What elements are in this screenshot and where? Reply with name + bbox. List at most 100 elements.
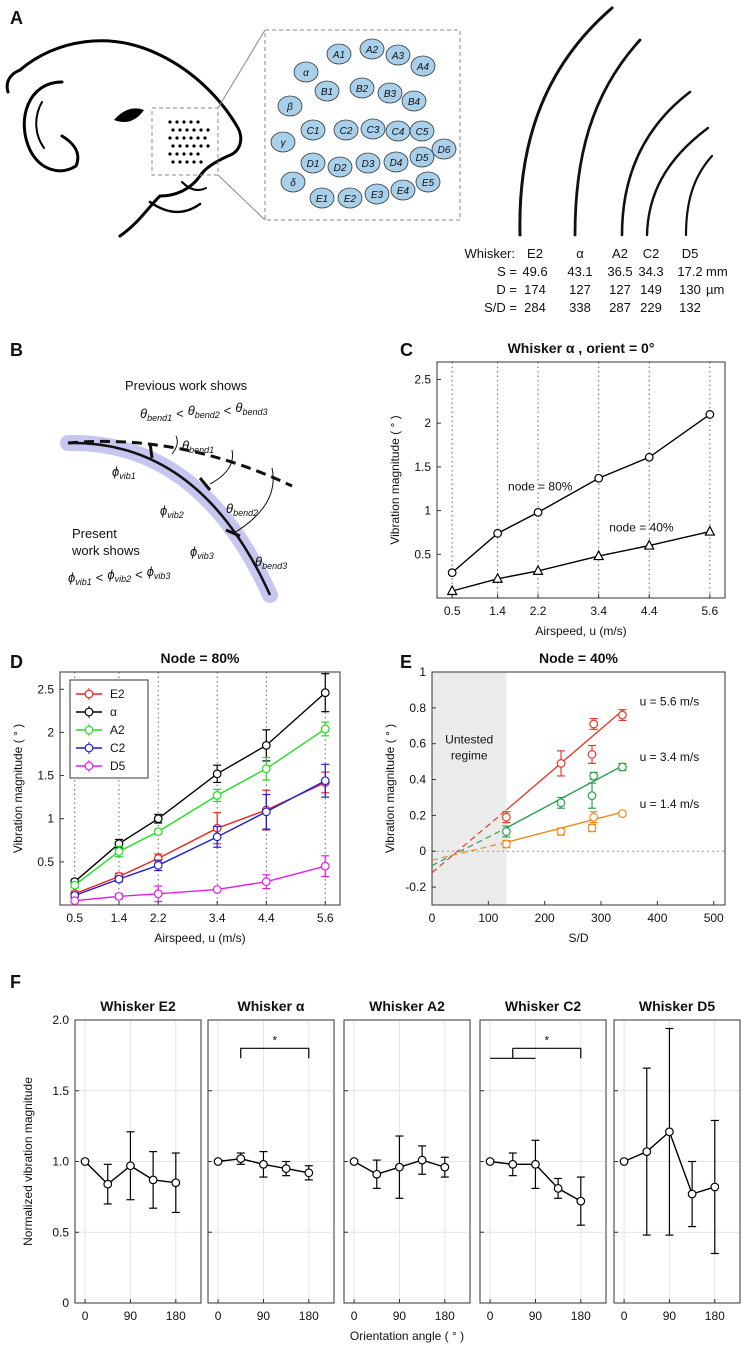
marker	[320, 776, 330, 786]
x-tick-label: 180	[299, 1309, 319, 1323]
head-outline	[18, 39, 243, 238]
table-cell: 229	[640, 300, 662, 315]
angle-arc	[171, 435, 178, 455]
cell-oval	[300, 119, 326, 141]
cell-oval	[364, 183, 390, 205]
theta-label: θbend1	[182, 438, 214, 455]
whisker-cell: C5	[409, 120, 435, 142]
phi-label: ϕvib1	[112, 464, 136, 481]
table-cell: 127	[609, 282, 631, 297]
legend-marker	[84, 689, 94, 699]
x-tick-label: 3.4	[590, 604, 607, 618]
y-axis-label: Vibration magnitude ( ° )	[388, 415, 402, 544]
fit-line	[505, 709, 625, 811]
subscript: vib3	[154, 571, 171, 581]
y-tick-label: 0.8	[409, 701, 426, 715]
marker	[213, 1157, 223, 1166]
table-cell: S/D =	[484, 300, 517, 315]
marker	[148, 1175, 158, 1185]
marker	[576, 1196, 586, 1206]
whisker-cell: C2	[333, 119, 359, 141]
legend-box	[69, 679, 149, 779]
significance-bracket	[512, 1047, 582, 1059]
table-header: Whisker:	[464, 246, 515, 261]
eye	[114, 108, 144, 123]
y-tick-label: 2	[424, 416, 431, 430]
pad-dot	[171, 128, 175, 132]
whisker-cell: E3	[364, 183, 390, 205]
table-cell: 174	[524, 282, 546, 297]
symbol: θ	[226, 501, 233, 516]
cell-oval	[383, 151, 409, 173]
significance-label: *	[272, 1033, 277, 1047]
cell-label: δ	[290, 178, 296, 189]
marker	[618, 809, 627, 818]
fit-extrapolation	[431, 827, 507, 867]
x-tick-label: 0.5	[444, 604, 461, 618]
marker	[531, 1159, 540, 1169]
marker	[320, 688, 330, 698]
whisker-shapes	[518, 6, 714, 237]
pad-dot	[178, 144, 182, 148]
table-cell: D =	[496, 282, 517, 297]
whisker-cell: D1	[300, 152, 326, 174]
marker	[501, 839, 511, 849]
pad-dot	[199, 160, 203, 164]
marker	[70, 880, 80, 890]
y-tick-label: 2.5	[414, 372, 431, 386]
phi-inequality: ϕvib1 < ϕvib2 < ϕvib3	[68, 564, 170, 587]
fit-extrapolation	[431, 841, 507, 861]
marker	[532, 564, 544, 576]
pad-dot	[199, 128, 203, 132]
axes-frame	[343, 1019, 471, 1304]
whisker-cell: B2	[349, 77, 375, 99]
marker	[501, 812, 511, 822]
whisker-cell: A1	[326, 43, 352, 65]
x-tick-label: 0	[429, 911, 436, 925]
marker	[642, 1147, 652, 1156]
panel-label: C	[400, 340, 413, 360]
whisker-cell: α	[293, 61, 319, 83]
marker	[618, 762, 627, 772]
y-tick-label: 0	[419, 844, 426, 858]
series-label: u = 3.4 m/s	[640, 750, 700, 764]
present-label: work shows	[71, 543, 140, 558]
table-header: D5	[682, 246, 699, 261]
marker	[114, 891, 124, 901]
pad-dot	[196, 136, 200, 140]
marker	[349, 1157, 359, 1166]
pad-dot	[178, 128, 182, 132]
pad-dot	[196, 152, 200, 156]
table-header: A2	[612, 246, 628, 261]
marker	[501, 827, 511, 836]
cell-label: B4	[408, 97, 421, 108]
whisker-cell: C4	[385, 120, 411, 142]
marker	[587, 823, 597, 833]
marker	[417, 1155, 427, 1165]
pad-dot	[206, 128, 210, 132]
marker	[261, 740, 271, 750]
marker	[665, 1127, 674, 1137]
marker	[261, 877, 271, 887]
mouth	[181, 181, 207, 191]
x-tick-label: 200	[535, 911, 555, 925]
axes-frame	[74, 1019, 202, 1304]
axes-frame	[207, 1019, 335, 1304]
marker	[320, 724, 330, 734]
marker	[114, 847, 124, 856]
subscript: vib3	[197, 551, 214, 561]
whisker-shape	[620, 90, 692, 237]
marker	[80, 1157, 90, 1166]
marker	[589, 719, 599, 729]
symbol: ϕ	[160, 503, 167, 518]
whisker-shape	[518, 6, 614, 237]
cell-oval	[355, 152, 381, 174]
marker	[643, 539, 655, 550]
whisker-shape	[684, 154, 714, 237]
pad-dot	[185, 144, 189, 148]
pad-dot	[189, 152, 193, 156]
node-mark	[198, 477, 212, 491]
x-tick-label: 0.5	[66, 911, 83, 925]
legend-label: D5	[110, 759, 126, 773]
cell-oval	[270, 131, 296, 153]
